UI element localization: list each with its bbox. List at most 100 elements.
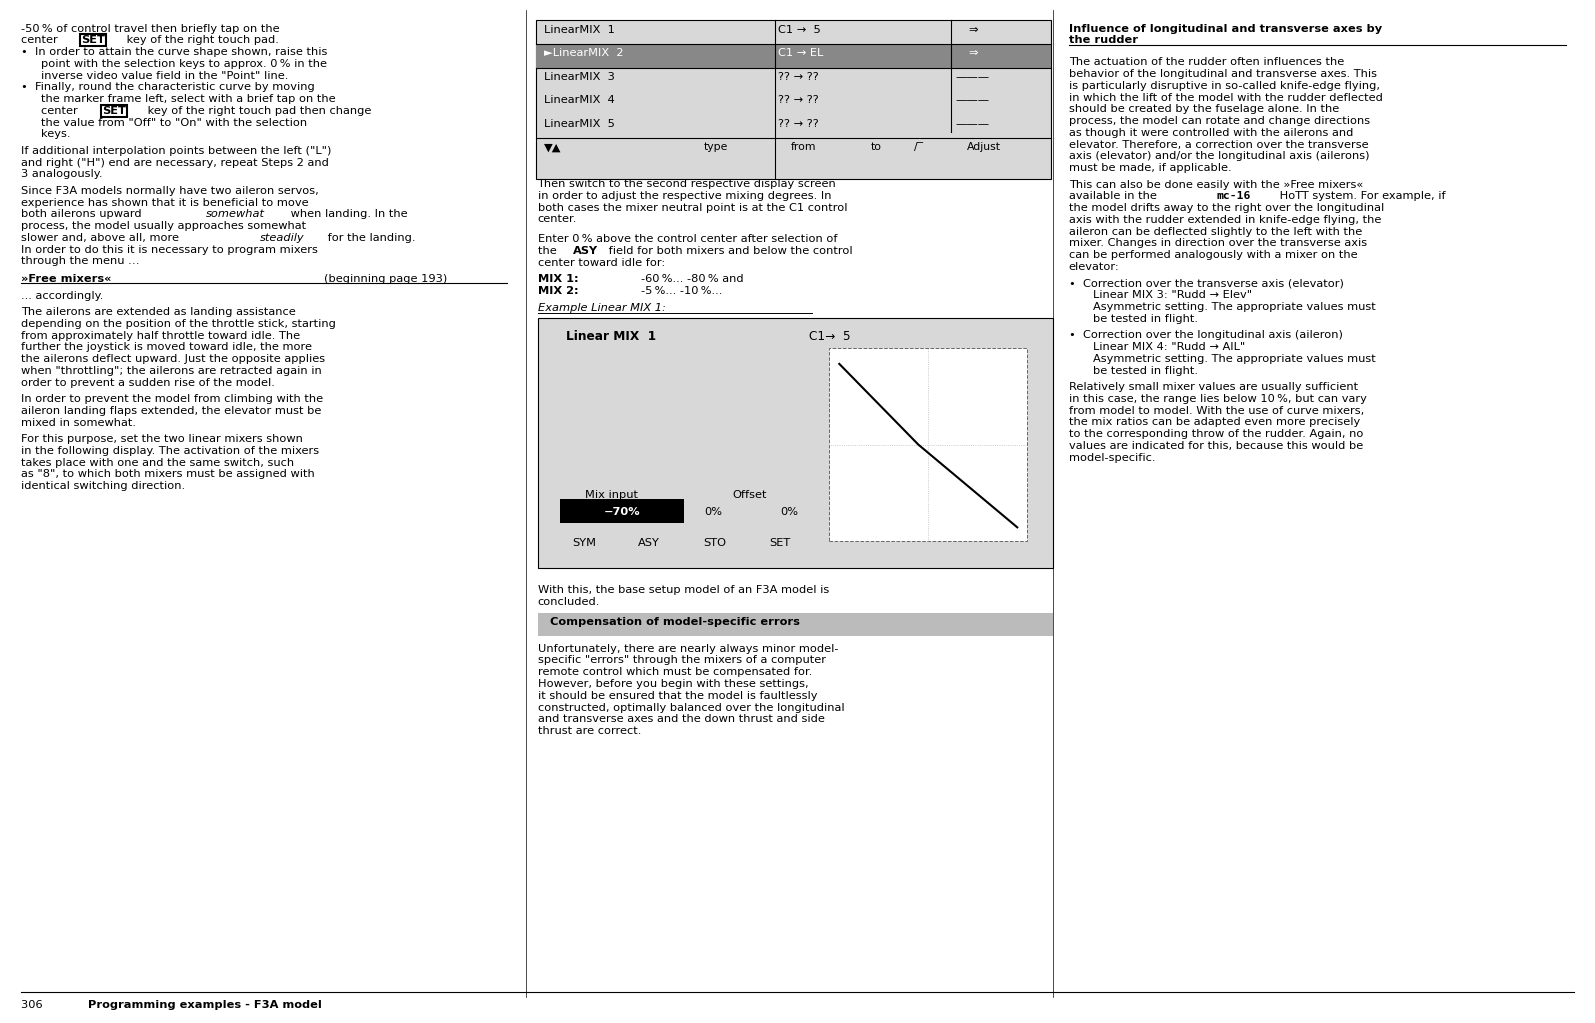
Text: as "8", to which both mixers must be assigned with: as "8", to which both mixers must be ass…	[21, 470, 314, 480]
Text: SET: SET	[102, 105, 126, 116]
Text: ———: ———	[955, 72, 990, 82]
Text: ⇒: ⇒	[968, 48, 978, 58]
Text: order to prevent a sudden rise of the model.: order to prevent a sudden rise of the mo…	[21, 377, 274, 388]
Text: center: center	[41, 105, 81, 116]
Text: This can also be done easily with the »Free mixers«: This can also be done easily with the »F…	[1069, 180, 1364, 189]
Text: ►LinearMIX  2: ►LinearMIX 2	[544, 48, 624, 58]
Text: Adjust: Adjust	[967, 142, 1000, 152]
Text: mc-16: mc-16	[1217, 191, 1252, 202]
Text: model-specific.: model-specific.	[1069, 452, 1155, 462]
Text: key of the right touch pad then change: key of the right touch pad then change	[144, 105, 372, 116]
Text: The ailerons are extended as landing assistance: The ailerons are extended as landing ass…	[21, 307, 295, 317]
Text: C1 → EL: C1 → EL	[778, 48, 823, 58]
Text: depending on the position of the throttle stick, starting: depending on the position of the throttl…	[21, 319, 335, 328]
Text: SYM: SYM	[573, 538, 597, 548]
Text: concluded.: concluded.	[538, 596, 600, 607]
Text: remote control which must be compensated for.: remote control which must be compensated…	[538, 667, 812, 677]
Text: center toward idle for:: center toward idle for:	[538, 258, 665, 268]
Text: Linear MIX 3: "Rudd → Elev": Linear MIX 3: "Rudd → Elev"	[1093, 291, 1252, 300]
Text: in the following display. The activation of the mixers: in the following display. The activation…	[21, 446, 319, 456]
Text: when landing. In the: when landing. In the	[287, 210, 408, 219]
Text: MIX 2:: MIX 2:	[538, 286, 577, 296]
Text: can be performed analogously with a mixer on the: can be performed analogously with a mixe…	[1069, 251, 1357, 260]
Text: be tested in flight.: be tested in flight.	[1093, 314, 1198, 323]
Text: from model to model. With the use of curve mixers,: from model to model. With the use of cur…	[1069, 405, 1364, 415]
Text: However, before you begin with these settings,: However, before you begin with these set…	[538, 679, 809, 690]
Text: LinearMIX  3: LinearMIX 3	[544, 72, 614, 82]
Text: to the corresponding throw of the rudder. Again, no: to the corresponding throw of the rudder…	[1069, 429, 1364, 439]
Text: ⇒: ⇒	[968, 25, 978, 35]
Text: C1→  5: C1→ 5	[809, 330, 850, 343]
Text: and right ("H") end are necessary, repeat Steps 2 and: and right ("H") end are necessary, repea…	[21, 158, 329, 168]
Bar	[538, 613, 1053, 635]
Text: in order to adjust the respective mixing degrees. In: in order to adjust the respective mixing…	[538, 190, 831, 201]
Text: aileron can be deflected slightly to the left with the: aileron can be deflected slightly to the…	[1069, 227, 1362, 236]
Text: (beginning page 193): (beginning page 193)	[324, 274, 447, 284]
Text: type: type	[703, 142, 727, 152]
Text: -60 %... -80 % and: -60 %... -80 % and	[641, 274, 743, 284]
Text: ▼▲: ▼▲	[544, 142, 561, 152]
Text: -50 % of control travel then briefly tap on the: -50 % of control travel then briefly tap…	[21, 24, 279, 34]
Text: constructed, optimally balanced over the longitudinal: constructed, optimally balanced over the…	[538, 703, 844, 713]
Text: from: from	[791, 142, 817, 152]
Text: somewhat: somewhat	[206, 210, 265, 219]
Text: Unfortunately, there are nearly always minor model-: Unfortunately, there are nearly always m…	[538, 643, 837, 654]
Text: keys.: keys.	[41, 129, 70, 139]
Text: it should be ensured that the model is faultlessly: it should be ensured that the model is f…	[538, 691, 817, 701]
Text: specific "errors" through the mixers of a computer: specific "errors" through the mixers of …	[538, 656, 826, 666]
Text: ASY: ASY	[638, 538, 660, 548]
Text: Relatively small mixer values are usually sufficient: Relatively small mixer values are usuall…	[1069, 382, 1357, 392]
Bar	[829, 349, 1027, 541]
Text: -5 %... -10 %...: -5 %... -10 %...	[641, 286, 723, 296]
Text: center: center	[21, 35, 61, 45]
Text: Programming examples - F3A model: Programming examples - F3A model	[88, 1000, 322, 1011]
Text: process, the model can rotate and change directions: process, the model can rotate and change…	[1069, 116, 1370, 126]
Text: ... accordingly.: ... accordingly.	[21, 291, 104, 301]
Text: LinearMIX  4: LinearMIX 4	[544, 95, 614, 105]
Text: SET: SET	[81, 35, 105, 45]
Text: from approximately half throttle toward idle. The: from approximately half throttle toward …	[21, 330, 300, 341]
Text: STO: STO	[703, 538, 726, 548]
Text: in this case, the range lies below 10 %, but can vary: in this case, the range lies below 10 %,…	[1069, 394, 1367, 404]
Text: experience has shown that it is beneficial to move: experience has shown that it is benefici…	[21, 197, 308, 208]
Text: ———: ———	[955, 119, 990, 129]
Text: •  Correction over the transverse axis (elevator): • Correction over the transverse axis (e…	[1069, 278, 1343, 288]
Text: identical switching direction.: identical switching direction.	[21, 481, 185, 491]
Text: LinearMIX  5: LinearMIX 5	[544, 119, 614, 129]
Text: available in the: available in the	[1069, 191, 1160, 202]
Text: the mix ratios can be adapted even more precisely: the mix ratios can be adapted even more …	[1069, 417, 1361, 428]
Text: must be made, if applicable.: must be made, if applicable.	[1069, 163, 1231, 173]
Bar	[538, 318, 1053, 569]
Text: center.: center.	[538, 215, 577, 224]
Text: C1 →  5: C1 → 5	[778, 25, 821, 35]
Text: Linear MIX 4: "Rudd → AIL": Linear MIX 4: "Rudd → AIL"	[1093, 342, 1244, 352]
Text: axis (elevator) and/or the longitudinal axis (ailerons): axis (elevator) and/or the longitudinal …	[1069, 151, 1369, 162]
Text: Enter 0 % above the control center after selection of: Enter 0 % above the control center after…	[538, 234, 837, 244]
Text: With this, the base setup model of an F3A model is: With this, the base setup model of an F3…	[538, 585, 829, 594]
Text: key of the right touch pad.: key of the right touch pad.	[123, 35, 279, 45]
Text: behavior of the longitudinal and transverse axes. This: behavior of the longitudinal and transve…	[1069, 70, 1376, 79]
Text: Influence of longitudinal and transverse axes by: Influence of longitudinal and transverse…	[1069, 24, 1381, 34]
Text: elevator. Therefore, a correction over the transverse: elevator. Therefore, a correction over t…	[1069, 139, 1369, 149]
Text: Compensation of model-specific errors: Compensation of model-specific errors	[550, 617, 801, 627]
Text: Mix input: Mix input	[585, 490, 638, 499]
Bar	[560, 499, 684, 523]
Text: ?? → ??: ?? → ??	[778, 72, 820, 82]
Text: •  Finally, round the characteristic curve by moving: • Finally, round the characteristic curv…	[21, 82, 314, 92]
Text: 0%: 0%	[703, 507, 723, 518]
Text: the: the	[538, 247, 560, 256]
Text: values are indicated for this, because this would be: values are indicated for this, because t…	[1069, 441, 1362, 451]
Text: and transverse axes and the down thrust and side: and transverse axes and the down thrust …	[538, 714, 825, 724]
Text: For this purpose, set the two linear mixers shown: For this purpose, set the two linear mix…	[21, 434, 303, 444]
Text: point with the selection keys to approx. 0 % in the: point with the selection keys to approx.…	[41, 58, 327, 69]
Text: as though it were controlled with the ailerons and: as though it were controlled with the ai…	[1069, 128, 1353, 138]
Text: both ailerons upward: both ailerons upward	[21, 210, 145, 219]
Text: the ailerons deflect upward. Just the opposite applies: the ailerons deflect upward. Just the op…	[21, 354, 325, 364]
Text: the value from "Off" to "On" with the selection: the value from "Off" to "On" with the se…	[41, 118, 308, 128]
Bar	[536, 20, 1051, 179]
Text: 306: 306	[21, 1000, 53, 1011]
Text: the marker frame left, select with a brief tap on the: the marker frame left, select with a bri…	[41, 94, 337, 104]
Text: further the joystick is moved toward idle, the more: further the joystick is moved toward idl…	[21, 343, 311, 352]
Text: ?? → ??: ?? → ??	[778, 119, 820, 129]
Text: slower and, above all, more: slower and, above all, more	[21, 233, 182, 242]
